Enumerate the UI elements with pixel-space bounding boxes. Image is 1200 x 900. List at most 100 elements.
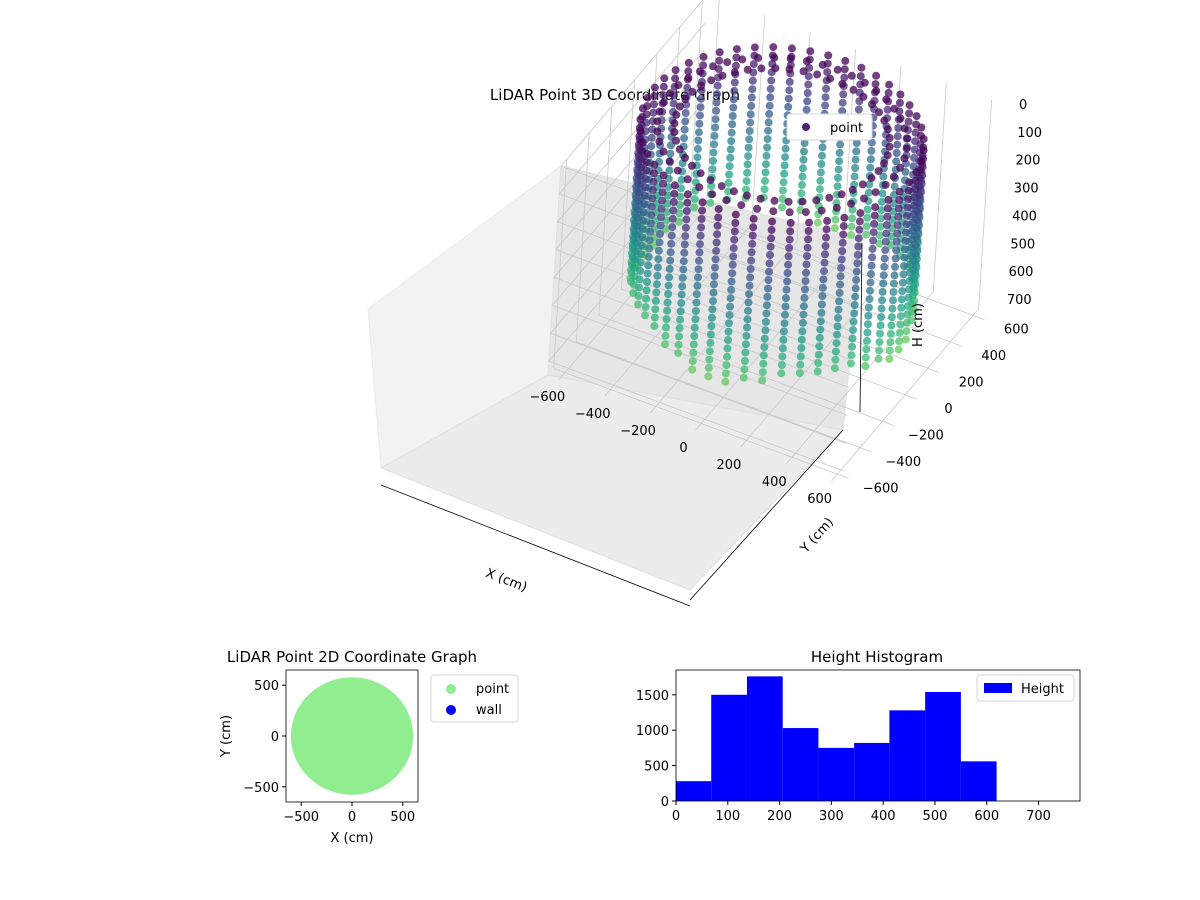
point-3d: [670, 189, 679, 198]
point-3d: [907, 251, 916, 260]
point-3d: [902, 134, 911, 143]
point-3d: [731, 210, 740, 219]
point-3d: [710, 140, 718, 149]
point-3d: [816, 325, 825, 334]
point-3d: [856, 209, 865, 218]
point-3d: [778, 344, 787, 353]
point-3d: [680, 248, 689, 257]
point-3d: [743, 160, 752, 169]
point-3d: [763, 292, 772, 301]
point-3d: [669, 206, 678, 215]
point-3d: [860, 194, 868, 203]
point-3d: [639, 208, 648, 217]
chart-3d-legend: point: [786, 113, 873, 141]
point-3d: [710, 272, 719, 280]
point-3d: [854, 234, 863, 243]
point-3d: [911, 176, 920, 185]
point-3d: [877, 206, 886, 215]
point-3d: [904, 117, 913, 126]
point-3d: [760, 334, 769, 343]
point-3d: [771, 64, 780, 73]
point-3d: [778, 194, 787, 203]
point-3d: [869, 228, 878, 237]
point-3d: [759, 359, 768, 368]
point-3d: [882, 95, 891, 104]
point-3d: [889, 296, 897, 305]
point-3d: [836, 280, 845, 289]
point-3d: [638, 225, 647, 234]
point-3d: [901, 236, 910, 245]
point-3d: [748, 76, 757, 85]
chart-3d-axes: [380, 242, 863, 607]
point-3d: [742, 191, 751, 200]
point-3d: [726, 145, 735, 154]
point-3d: [800, 147, 808, 156]
point-3d: [668, 214, 677, 223]
point-3d: [667, 231, 676, 240]
point-3d: [730, 227, 739, 236]
point-3d: [818, 283, 827, 292]
z-tick-label: 200: [1016, 154, 1041, 169]
point-3d: [636, 266, 645, 275]
point-3d: [643, 93, 652, 102]
point-3d: [634, 292, 643, 300]
point-3d: [831, 355, 840, 364]
point-3d: [678, 273, 687, 282]
point-3d: [763, 143, 772, 152]
point-3d: [848, 342, 857, 351]
point-3d: [900, 253, 909, 262]
point-3d: [645, 244, 654, 253]
y-tick-label: 600: [1004, 323, 1029, 338]
point-3d: [852, 139, 861, 147]
x-tick-label: 300: [819, 809, 844, 824]
point-3d: [695, 256, 703, 265]
point-3d: [709, 297, 717, 306]
y-tick-label: 0: [271, 730, 279, 745]
point-3d: [640, 200, 649, 208]
point-3d: [674, 217, 683, 226]
point-3d: [681, 232, 690, 241]
point-3d: [801, 208, 810, 217]
point-3d: [817, 308, 826, 317]
point-3d: [890, 182, 899, 191]
point-3d: [695, 183, 704, 192]
histogram-bar: [746, 676, 783, 801]
point-3d: [917, 157, 926, 166]
point-3d: [711, 263, 719, 272]
point-3d: [762, 151, 771, 160]
point-3d: [659, 147, 668, 156]
point-3d: [855, 217, 864, 226]
point-3d: [806, 47, 815, 56]
y-tick-label: −200: [908, 428, 944, 443]
point-3d: [819, 275, 828, 284]
point-3d: [894, 124, 903, 132]
point-3d: [833, 182, 842, 191]
point-3d: [899, 262, 908, 270]
point-3d: [770, 53, 779, 62]
point-3d: [697, 215, 706, 223]
point-3d: [905, 101, 914, 110]
point-3d: [866, 163, 875, 172]
chart-2d: LiDAR Point 2D Coordinate Graph −500 0 500…: [219, 648, 519, 846]
point-3d: [900, 154, 909, 163]
point-3d: [849, 317, 858, 326]
point-3d: [892, 149, 901, 157]
point-3d: [893, 132, 902, 141]
point-3d: [896, 312, 905, 321]
point-3d: [817, 206, 826, 215]
point-3d: [678, 282, 687, 291]
x-tick-label: −500: [283, 810, 319, 825]
point-3d: [669, 99, 678, 108]
point-3d: [709, 62, 717, 71]
legend-point-marker: [802, 123, 810, 131]
point-3d: [815, 185, 824, 194]
point-3d: [712, 238, 721, 247]
point-3d: [870, 219, 879, 228]
point-3d: [761, 168, 770, 177]
y-tick-label: 0: [661, 795, 669, 810]
point-3d: [818, 151, 826, 160]
y-tick-label: 500: [254, 679, 279, 694]
point-3d: [902, 144, 911, 153]
point-3d: [858, 180, 867, 189]
point-3d: [905, 285, 913, 294]
